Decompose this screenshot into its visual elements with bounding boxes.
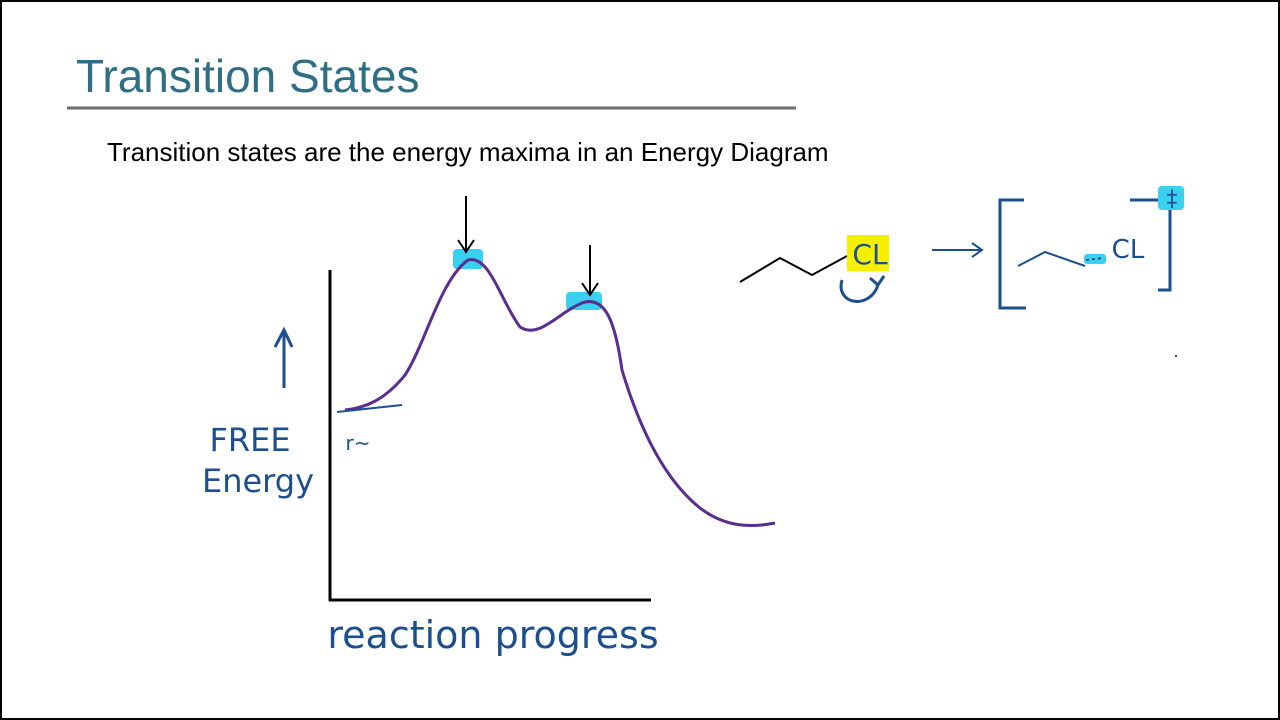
left-bracket xyxy=(998,198,1026,310)
ts-symbol: ‡ xyxy=(1167,187,1178,212)
y-label: FREE xyxy=(209,421,290,459)
ts-arrow xyxy=(581,245,599,297)
right-bracket xyxy=(1130,198,1172,292)
atom-highlight xyxy=(847,235,889,271)
energy-curve xyxy=(344,258,776,528)
reactant-skeleton xyxy=(739,255,848,283)
reactant-note: r~ xyxy=(346,431,371,455)
ts-skeleton xyxy=(1017,250,1086,267)
slide-title: Transition States xyxy=(76,50,419,102)
dot xyxy=(1175,355,1177,357)
curved-arrow xyxy=(839,275,886,303)
ts-atom: CL xyxy=(1112,235,1145,265)
up-arrow xyxy=(273,326,294,388)
ts-arrow xyxy=(457,196,475,254)
reactant-level xyxy=(336,404,403,413)
slide-text: Transition states are the energy maxima … xyxy=(107,137,829,167)
reaction-arrow xyxy=(932,242,984,258)
x-label: reaction progress xyxy=(327,613,658,657)
reactant-atom: CL xyxy=(852,238,888,271)
bond-highlight xyxy=(1084,254,1106,264)
symbol-highlight xyxy=(1158,186,1184,210)
y-label: Energy xyxy=(202,462,314,500)
